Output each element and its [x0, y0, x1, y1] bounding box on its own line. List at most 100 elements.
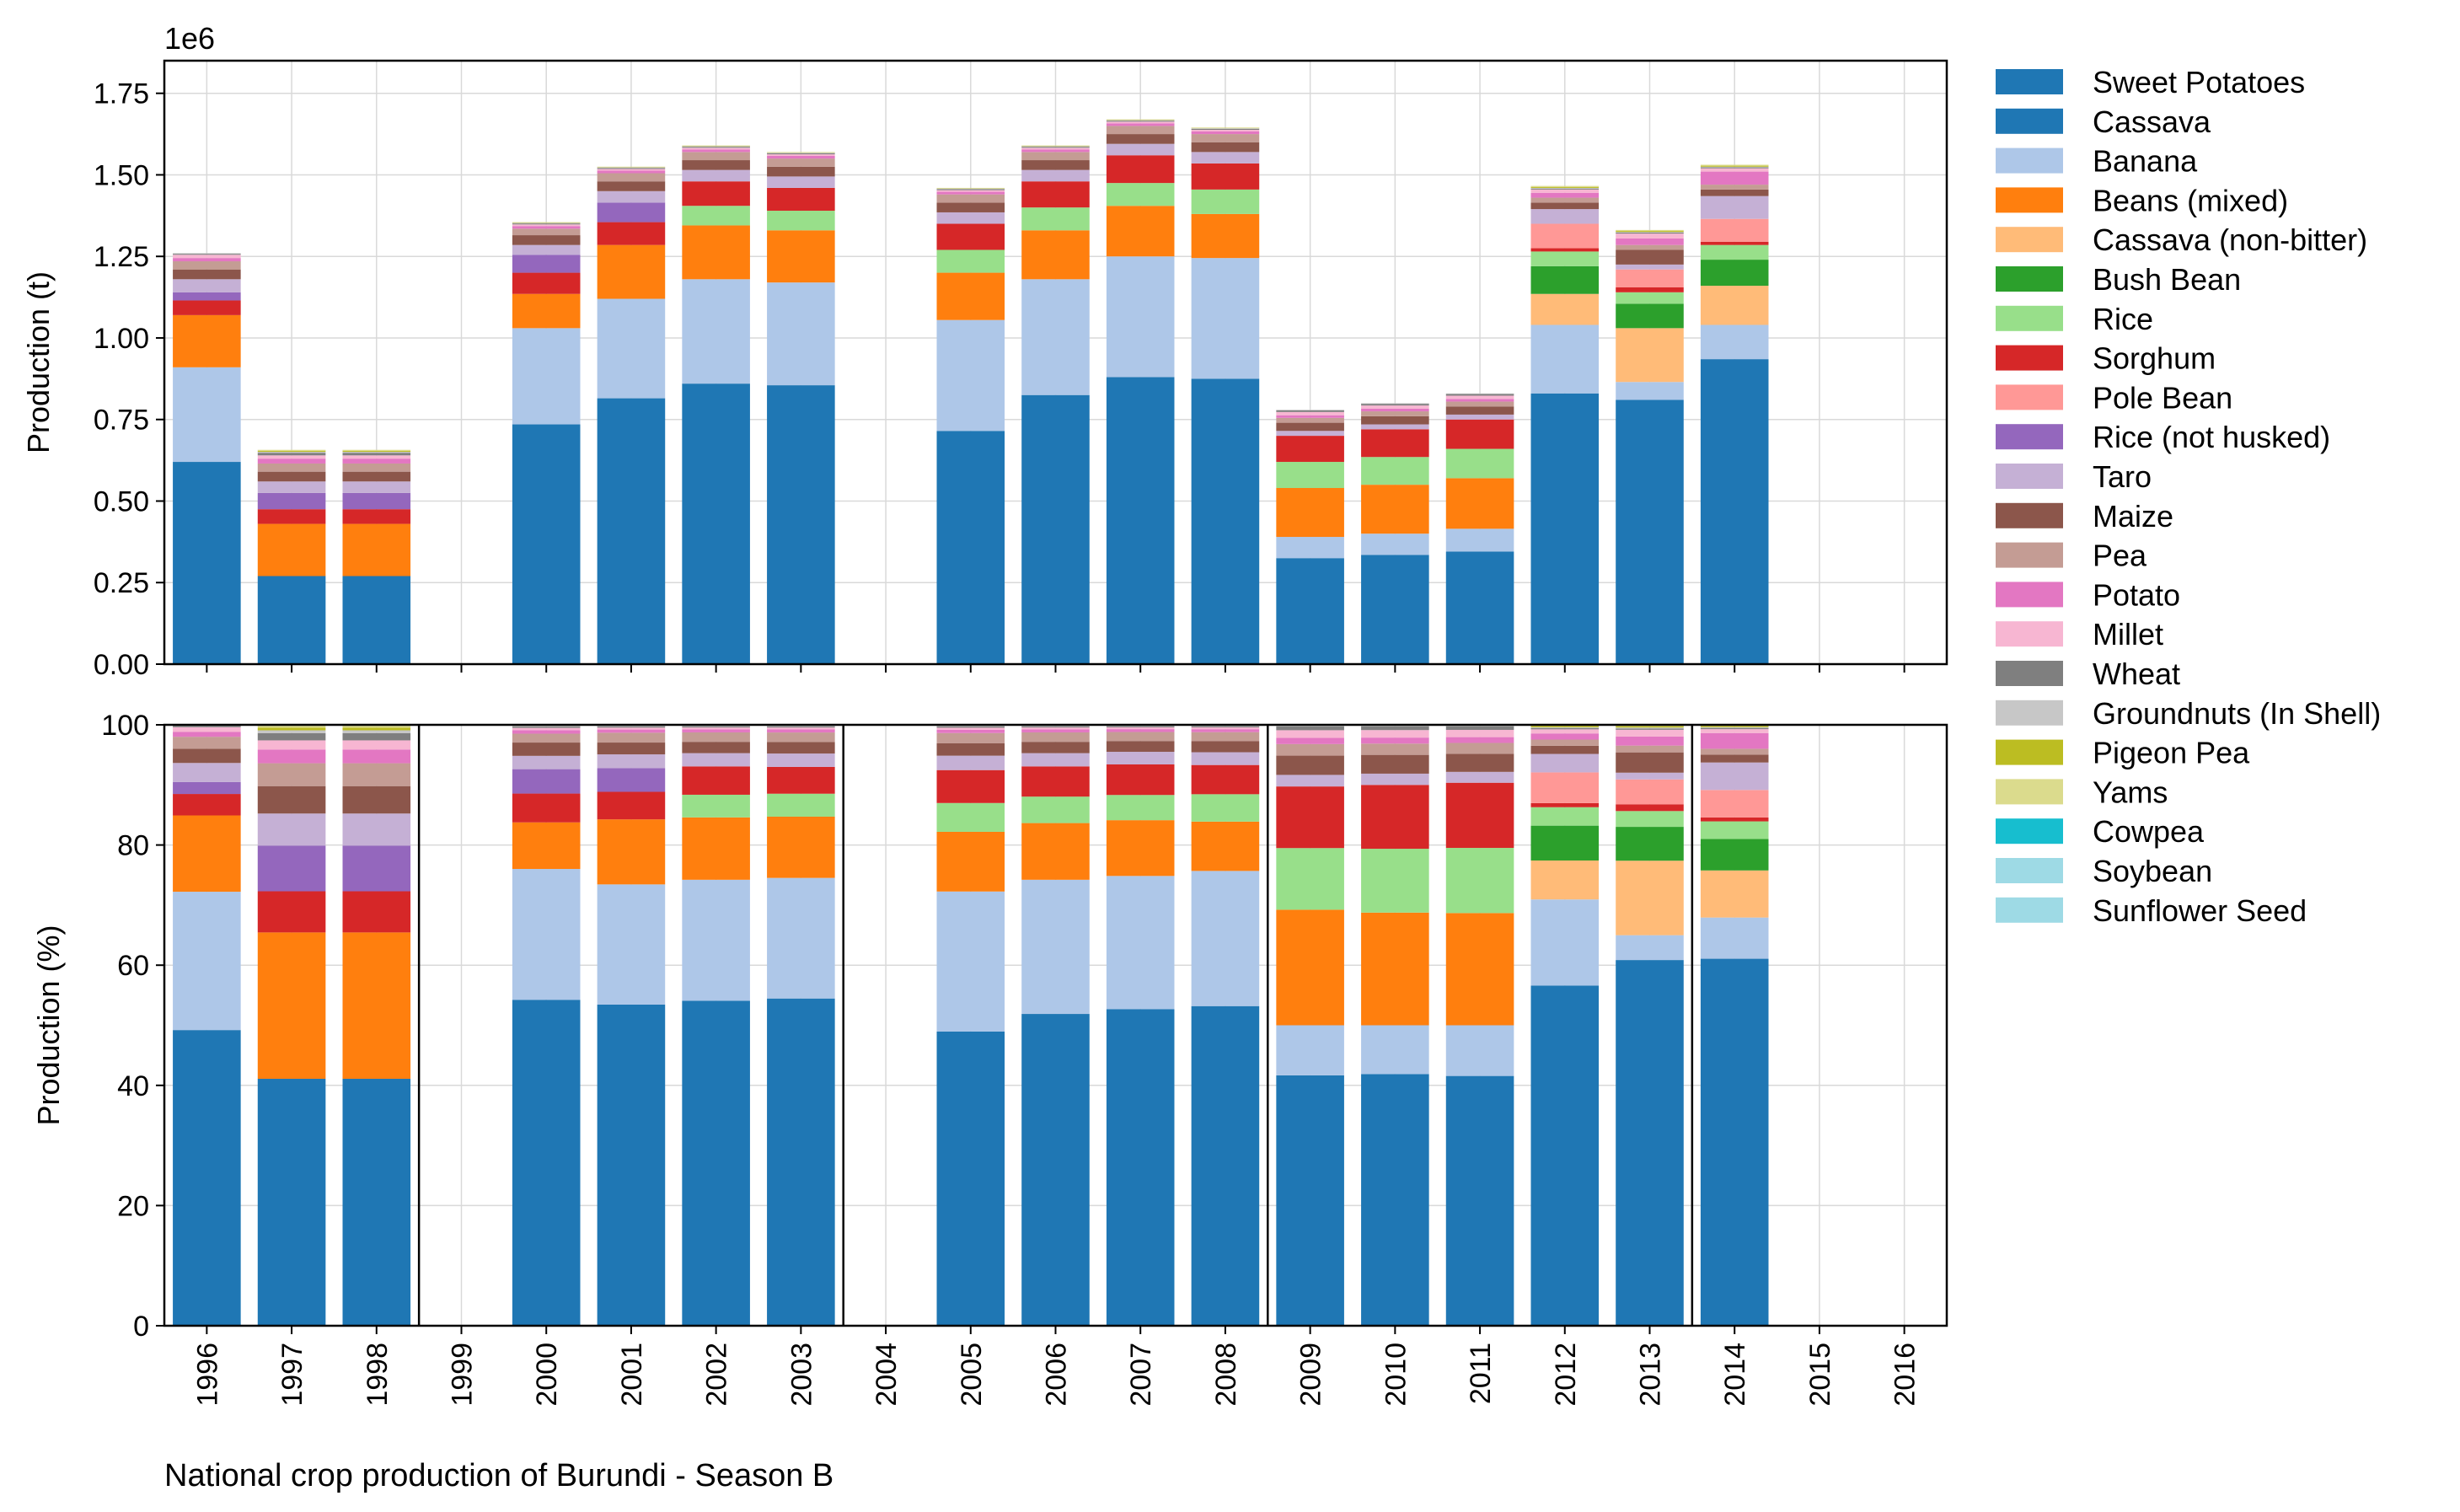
- bar-2010-potato: [1361, 408, 1429, 412]
- top-y-ticks: 0.00 0.25 0.50 0.75 1.00 1.25 1.50 1.75: [94, 78, 164, 681]
- bar-2005-banana: [936, 319, 1005, 432]
- bar-2003-maize: [767, 166, 835, 177]
- pct-bar-2011-beans-mixed-: [1445, 913, 1514, 1026]
- legend-label: Banana: [2093, 144, 2198, 179]
- y-tick-label: 0: [133, 1311, 149, 1343]
- legend-label: Beans (mixed): [2093, 183, 2288, 217]
- pct-bar-2000-maize: [512, 743, 581, 756]
- bar-2009-sorghum: [1276, 436, 1344, 463]
- pct-bar-2009-taro: [1276, 775, 1344, 787]
- pct-bar-1996-sorghum: [173, 794, 241, 816]
- pct-bar-2013-bush-bean: [1616, 827, 1684, 861]
- pct-bar-2014-cassava-non-bitter-: [1700, 870, 1769, 918]
- pct-bar-2005-potato: [936, 729, 1005, 733]
- legend-label: Bush Bean: [2093, 262, 2241, 297]
- pct-bar-2013-rice: [1616, 811, 1684, 828]
- pct-bar-1996-rice-not-husked-: [173, 781, 241, 795]
- bar-1997-rice-not-husked-: [257, 492, 326, 510]
- bar-2001-millet: [597, 169, 666, 171]
- pct-bar-2002-beans-mixed-: [682, 817, 750, 880]
- pct-bar-2013-sorghum: [1616, 804, 1684, 812]
- pct-bar-1998-pea: [342, 763, 411, 786]
- x-tick-label: 2013: [1635, 1343, 1667, 1407]
- bar-2003-rice: [767, 211, 835, 231]
- legend-swatch: [1996, 227, 2063, 253]
- pct-bar-2000-sorghum: [512, 793, 581, 823]
- pct-bar-1997-maize: [257, 785, 326, 814]
- pct-bar-2000-sweet-potatoes: [512, 1000, 581, 1326]
- bar-2013-pole-bean: [1616, 269, 1684, 287]
- bar-2010-maize: [1361, 416, 1429, 425]
- pct-bar-1996-pea: [173, 737, 241, 749]
- pct-bar-2005-groundnuts-in-shell-: [936, 725, 1005, 727]
- pct-bar-2011-sorghum: [1445, 782, 1514, 849]
- top-stacked-bars: [173, 119, 1769, 664]
- pct-bar-1996-sweet-potatoes: [173, 1030, 241, 1326]
- y-tick-label: 0.75: [94, 405, 149, 437]
- bar-2002-taro: [682, 169, 750, 182]
- bar-2005-taro: [936, 212, 1005, 224]
- bar-1996-banana: [173, 367, 241, 463]
- figure-caption: National crop production of Burundi - Se…: [164, 1458, 833, 1493]
- pct-bar-1998-beans-mixed-: [342, 932, 411, 1079]
- bar-2014-pigeon-pea: [1700, 165, 1769, 167]
- bar-2003-sweet-potatoes: [767, 385, 835, 664]
- pct-bar-2012-bush-bean: [1530, 825, 1600, 861]
- bar-1997-yams: [257, 449, 326, 451]
- pct-bar-1997-sweet-potatoes: [257, 1078, 326, 1326]
- pct-bar-2002-taro: [682, 753, 750, 767]
- pct-bar-2014-sweet-potatoes: [1700, 958, 1769, 1326]
- pct-bar-1997-rice-not-husked-: [257, 845, 326, 892]
- bar-2006-sweet-potatoes: [1021, 394, 1090, 664]
- legend-label: Cassava (non-bitter): [2093, 223, 2367, 257]
- legend-label: Rice (not husked): [2093, 420, 2330, 454]
- legend-swatch: [1996, 424, 2063, 450]
- y-tick-label: 1.75: [94, 78, 149, 110]
- pct-bar-2005-sorghum: [936, 769, 1005, 803]
- pct-bar-2001-groundnuts-in-shell-: [597, 725, 666, 727]
- bar-2006-maize: [1021, 160, 1090, 170]
- bar-2001-pea: [597, 173, 666, 182]
- bar-1996-rice-not-husked-: [173, 292, 241, 301]
- x-tick-label: 1996: [191, 1343, 223, 1407]
- bar-2009-taro: [1276, 431, 1344, 437]
- pct-bar-2011-rice: [1445, 848, 1514, 914]
- bar-2007-pea: [1106, 126, 1175, 135]
- bar-2005-potato: [936, 191, 1005, 195]
- x-tick-label: 2004: [871, 1343, 903, 1407]
- y-tick-label: 80: [117, 830, 149, 862]
- bar-2008-banana: [1191, 258, 1260, 379]
- bar-2013-maize: [1616, 249, 1684, 265]
- bar-1997-pea: [257, 463, 326, 472]
- pct-bar-2010-millet: [1361, 730, 1429, 738]
- pct-bar-2000-wheat: [512, 727, 581, 728]
- bar-2003-millet: [767, 154, 835, 157]
- bar-2013-yams: [1616, 229, 1684, 232]
- pct-bar-2002-groundnuts-in-shell-: [682, 725, 750, 727]
- pct-bar-2013-taro: [1616, 772, 1684, 780]
- pct-bar-2008-maize: [1191, 741, 1260, 753]
- bar-1997-beans-mixed-: [257, 523, 326, 576]
- pct-bar-2003-pea: [767, 732, 835, 743]
- bar-2011-taro: [1445, 414, 1514, 420]
- x-tick-label: 2006: [1041, 1343, 1073, 1407]
- bar-2013-taro: [1616, 264, 1684, 270]
- bar-2012-millet: [1530, 189, 1600, 193]
- pct-bar-1997-pea: [257, 763, 326, 786]
- bar-2013-potato: [1616, 238, 1684, 245]
- bar-2009-millet: [1276, 411, 1344, 416]
- pct-bar-1998-pigeon-pea: [342, 727, 411, 731]
- x-tick-label: 2014: [1719, 1343, 1751, 1407]
- bar-2012-yams: [1530, 185, 1600, 187]
- bar-2013-groundnuts-in-shell-: [1616, 232, 1684, 233]
- pct-bar-2003-maize: [767, 742, 835, 754]
- bar-2007-potato: [1106, 123, 1175, 126]
- bar-1996-pea: [173, 261, 241, 270]
- legend-swatch: [1996, 661, 2063, 686]
- pct-bar-2014-maize: [1700, 754, 1769, 763]
- x-tick-label: 1998: [362, 1343, 394, 1407]
- bar-2010-wheat: [1361, 404, 1429, 406]
- y-tick-label: 100: [101, 710, 149, 742]
- bar-2001-wheat: [597, 168, 666, 169]
- legend-label: Pea: [2093, 539, 2147, 573]
